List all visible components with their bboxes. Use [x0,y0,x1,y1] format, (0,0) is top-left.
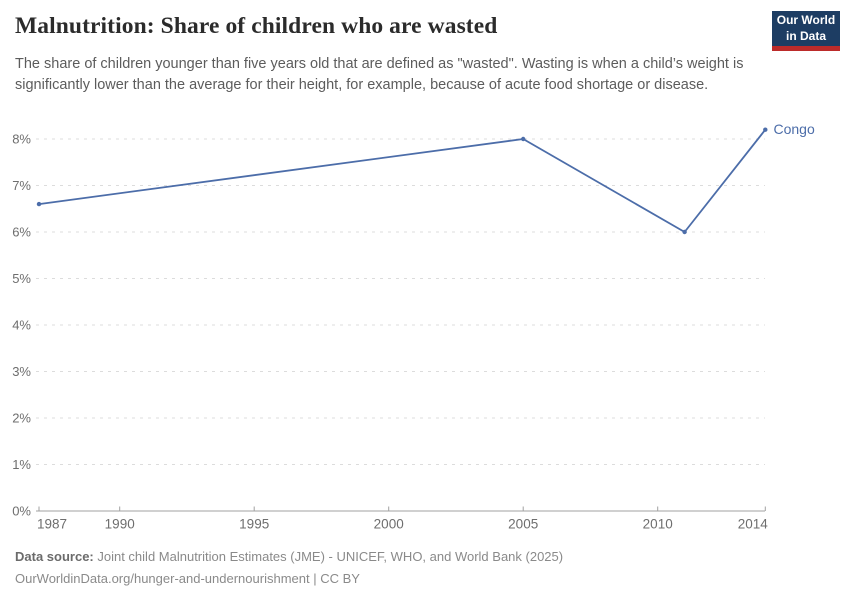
chart-canvas: 0% 1% 2% 3% 4% 5% 6% 7% 8% 1987 1990 1995 2000 2005 20… [12,121,815,532]
y-tick-label: 3% [12,364,31,379]
data-point-marker [36,201,42,207]
data-point-marker [763,127,768,132]
x-tick-label: 2010 [643,517,673,532]
data-point-marker [682,229,687,235]
y-axis-labels: 0% 1% 2% 3% 4% 5% 6% 7% 8% [12,132,31,519]
owid-logo[interactable]: Our World in Data [772,11,840,51]
x-axis-labels: 1987 1990 1995 2000 2005 2010 2014 [37,517,768,532]
y-tick-label: 8% [12,132,31,147]
data-source-text: Joint child Malnutrition Estimates (JME)… [93,549,564,564]
y-tick-label: 4% [12,318,31,333]
logo-line-1: Our World [776,12,836,27]
y-tick-label: 2% [12,411,31,426]
y-tick-label: 0% [12,504,31,519]
y-gridlines [36,138,765,512]
x-tick-label: 2005 [508,517,538,532]
entity-label[interactable]: Congo [774,121,815,137]
y-tick-label: 6% [12,225,31,240]
chart-subtitle: The share of children younger than five … [15,56,744,94]
y-tick-label: 7% [12,178,31,193]
y-tick-label: 1% [12,457,31,472]
footer: Data source: Joint child Malnutrition Es… [15,546,835,589]
series-congo[interactable]: Congo [36,121,815,235]
x-axis-ticks [38,506,766,511]
data-point-marker [521,136,526,142]
data-source-line: Data source: Joint child Malnutrition Es… [15,546,835,568]
logo-line-2: in Data [785,28,826,43]
x-tick-label: 2014 [738,517,769,532]
data-source-label: Data source: [15,549,94,564]
x-tick-label: 2000 [374,517,404,532]
x-tick-label: 1987 [37,517,67,532]
x-tick-label: 1995 [239,517,269,532]
chart-title: Malnutrition: Share of children who are … [15,13,498,39]
y-tick-label: 5% [12,271,31,286]
footer-link-line[interactable]: OurWorldinData.org/hunger-and-undernouri… [15,570,360,586]
x-tick-label: 1990 [105,517,135,532]
series-line [38,128,767,233]
